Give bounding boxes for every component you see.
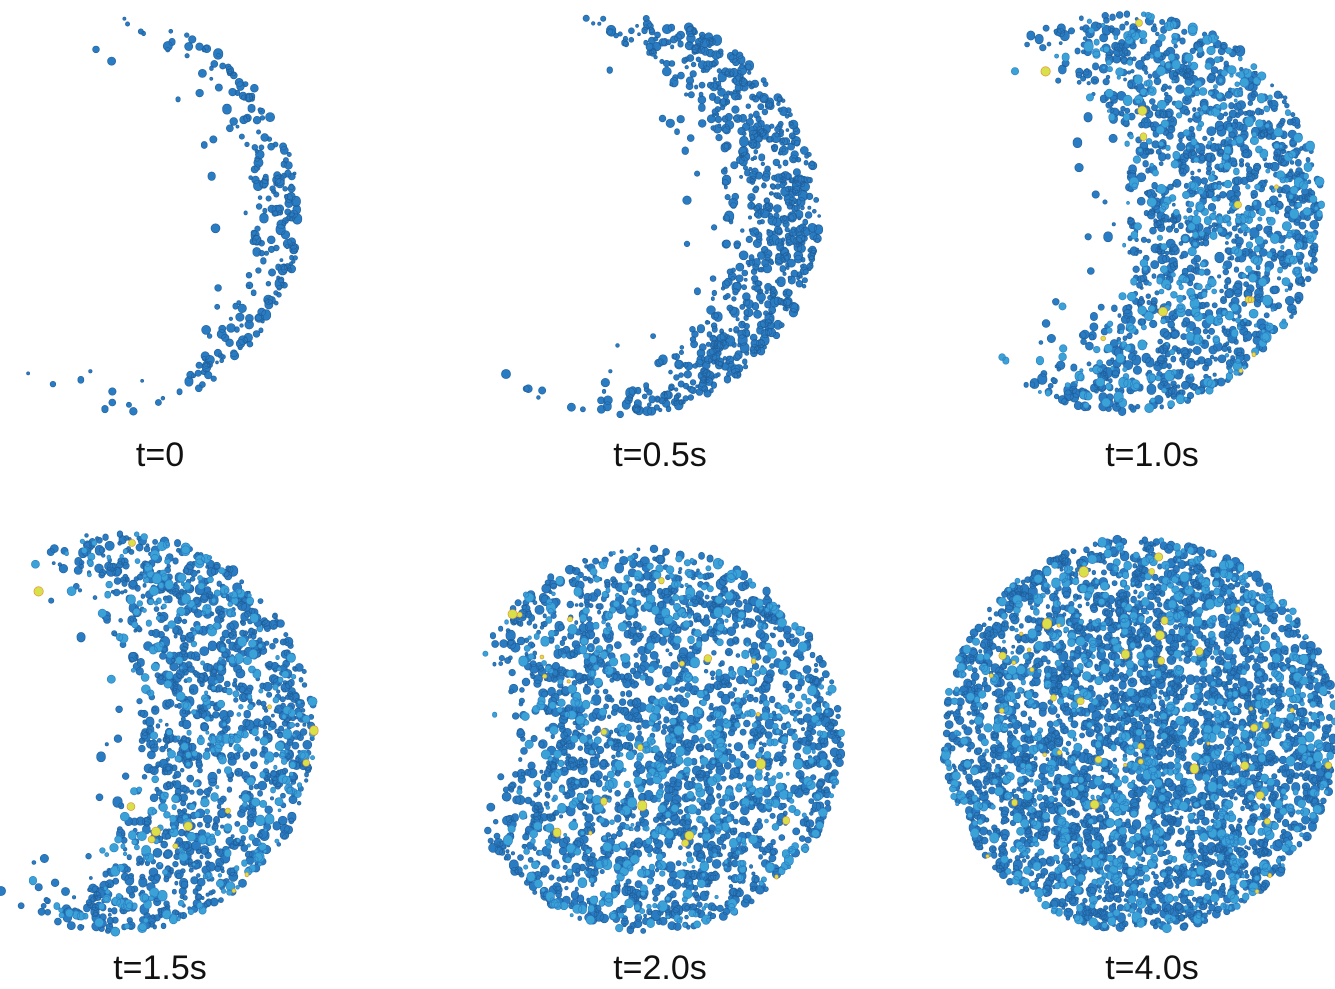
panel-label: t=4.0s <box>1105 949 1199 987</box>
panel-label: t=0 <box>136 436 184 474</box>
panel-label: t=1.5s <box>113 949 207 987</box>
page: t=0 t=0.5s t=1.0s t=1.5s t=2.0s t=4.0s (… <box>0 0 1335 989</box>
panel-label: t=2.0s <box>613 949 707 987</box>
panel-label: t=1.0s <box>1105 436 1199 474</box>
figure: t=0 t=0.5s t=1.0s t=1.5s t=2.0s t=4.0s <box>0 0 1335 989</box>
panel-label: t=0.5s <box>613 436 707 474</box>
